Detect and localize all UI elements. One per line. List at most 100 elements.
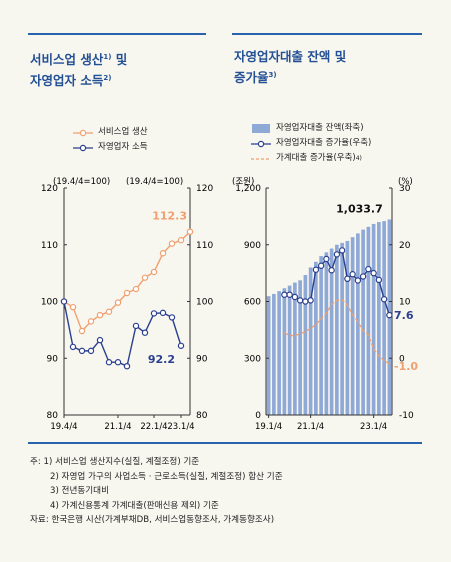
y-tick-label: 110 [41, 241, 58, 251]
self-employed-income-point [96, 336, 104, 344]
loan-balance-bar [319, 256, 323, 415]
service-production-point [96, 311, 104, 319]
service-production-point [141, 274, 149, 281]
loan-balance-bar [377, 222, 381, 415]
y-tick-label: 0 [399, 354, 405, 364]
self-employed-loan-growth-point [354, 277, 362, 284]
y-tick-label: 120 [196, 184, 213, 194]
self-employed-loan-growth-point [296, 297, 304, 304]
loan-balance-bar [303, 275, 308, 415]
self-employed-income-point [159, 309, 167, 317]
legend-item-household-growth: 가계대출 증가율(우축) 4) [250, 151, 371, 166]
legend-label: 가계대출 증가율(우축) [276, 153, 356, 163]
service-production-point [186, 228, 194, 235]
self-employed-loan-growth-point [365, 265, 372, 273]
y-tick-label: 300 [244, 354, 261, 364]
self-employed-loan-growth-point [302, 298, 309, 305]
left-title-rule [28, 33, 206, 35]
loan-balance-bar [293, 282, 297, 415]
legend-swatch-dashed [251, 157, 271, 160]
self-employed-loan-growth-point [328, 267, 335, 274]
loan-balance-bar [277, 291, 281, 415]
loan-balance-bar [282, 288, 287, 415]
x-tick-label: 22.1/4 [140, 422, 167, 432]
legend-item-loan-growth: 자영업자대출 증가율(우축) [250, 136, 371, 151]
legend-label: 자영업자대출 증가율(우축) [276, 138, 372, 148]
x-tick-label: 19.4/4 [50, 422, 77, 432]
right-chart-title: 자영업자대출 잔액 및 증가율3) [234, 49, 347, 86]
legend-swatch-navy [251, 140, 271, 147]
y-tick-label: 80 [196, 411, 208, 421]
y-tick-label: 120 [41, 184, 58, 194]
self-employed-income-point [114, 359, 122, 366]
loan-balance-bar [335, 244, 339, 415]
footnote-1: 주: 1) 서비스업 생산지수(실질, 계절조정) 기준 [30, 457, 200, 467]
right-title-rule [232, 33, 422, 35]
x-tick-label: 19.1/4 [255, 422, 282, 432]
y-tick-label: 600 [244, 298, 261, 308]
loan-balance-bar [298, 280, 302, 415]
self-employed-loan-growth-point [349, 271, 356, 278]
y-tick-label: 100 [196, 298, 213, 308]
service-production-point [114, 299, 122, 306]
self-employed-loan-growth-point [317, 262, 325, 269]
self-employed-loan-growth-point [323, 255, 330, 263]
legend-item-loan-balance: 자영업자대출 잔액(좌축) [250, 121, 371, 136]
self-employed-income-point [78, 347, 86, 355]
loan-balance-bar [340, 242, 344, 415]
y-tick-label: 10 [399, 298, 411, 308]
service-production-point [87, 318, 95, 325]
self-employed-loan-growth-point [375, 276, 383, 284]
legend-swatch-bars [252, 124, 270, 133]
loan-balance-bar [324, 252, 329, 415]
self-employed-income-point [123, 362, 131, 370]
left-unit-label: (조원) [232, 177, 254, 187]
right-unit-label: (%) [398, 177, 413, 187]
loan-balance-bar [356, 233, 360, 415]
self-employed-loan-growth-point [386, 311, 393, 319]
y-tick-label: 80 [47, 411, 59, 421]
service-production-point [69, 303, 77, 311]
legend-label: 자영업자대출 잔액(좌축) [276, 123, 364, 133]
self-employed-loan-growth-point [359, 273, 367, 280]
y-tick-label: 90 [196, 354, 208, 364]
y-tick-label: 1,200 [235, 184, 261, 194]
legend-label: 자영업자 소득 [98, 142, 148, 152]
loan-balance-bar [371, 223, 376, 415]
self-employed-loan-growth-point [307, 297, 314, 304]
self-employed-income-point [105, 359, 113, 366]
y-tick-label: 30 [399, 184, 411, 194]
service-production-point [78, 327, 86, 335]
end-label-service: 112.3 [152, 210, 187, 223]
self-employed-loan-growth-point [286, 291, 293, 298]
loan-balance-bar [361, 229, 365, 415]
loan-balance-bar [287, 285, 292, 415]
left-axis-note: (19.4/4=100) [53, 177, 110, 187]
self-employed-loan-growth-point [281, 291, 288, 298]
self-employed-loan-growth-point [344, 275, 351, 282]
right-legend: 자영업자대출 잔액(좌축) 자영업자대출 증가율(우축) 가계대출 증가율(우축… [250, 121, 371, 166]
service-production-point [150, 268, 158, 276]
service-production-point [123, 289, 131, 297]
loan-balance-bar [329, 248, 334, 415]
self-employed-loan-growth-point [312, 266, 320, 273]
loan-balance-bar [272, 293, 276, 415]
self-employed-income-point [150, 310, 158, 317]
household-loan-growth-line [284, 299, 390, 365]
self-employed-loan-growth-point [380, 296, 388, 303]
x-tick-label: 21.1/4 [297, 422, 324, 432]
footnote-4: 4) 가계신용통계 가계대출(판매신용 제외) 기준 [50, 500, 219, 511]
self-employed-income-point [60, 298, 68, 305]
footnote-2: 2) 자영업 가구의 사업소득 · 근로소득(실질, 계절조정) 합산 기준 [50, 471, 283, 482]
service-production-point [168, 240, 176, 247]
y-tick-label: 20 [399, 241, 411, 251]
self-employed-income-point [141, 329, 149, 336]
loan-balance-bar [266, 296, 271, 415]
x-tick-label: 21.1/4 [104, 422, 131, 432]
loan-balance-bar [308, 267, 313, 415]
loan-balance-bar [314, 261, 318, 415]
legend-swatch-orange [73, 129, 93, 136]
end-label-household-growth: -1.0 [394, 360, 418, 373]
